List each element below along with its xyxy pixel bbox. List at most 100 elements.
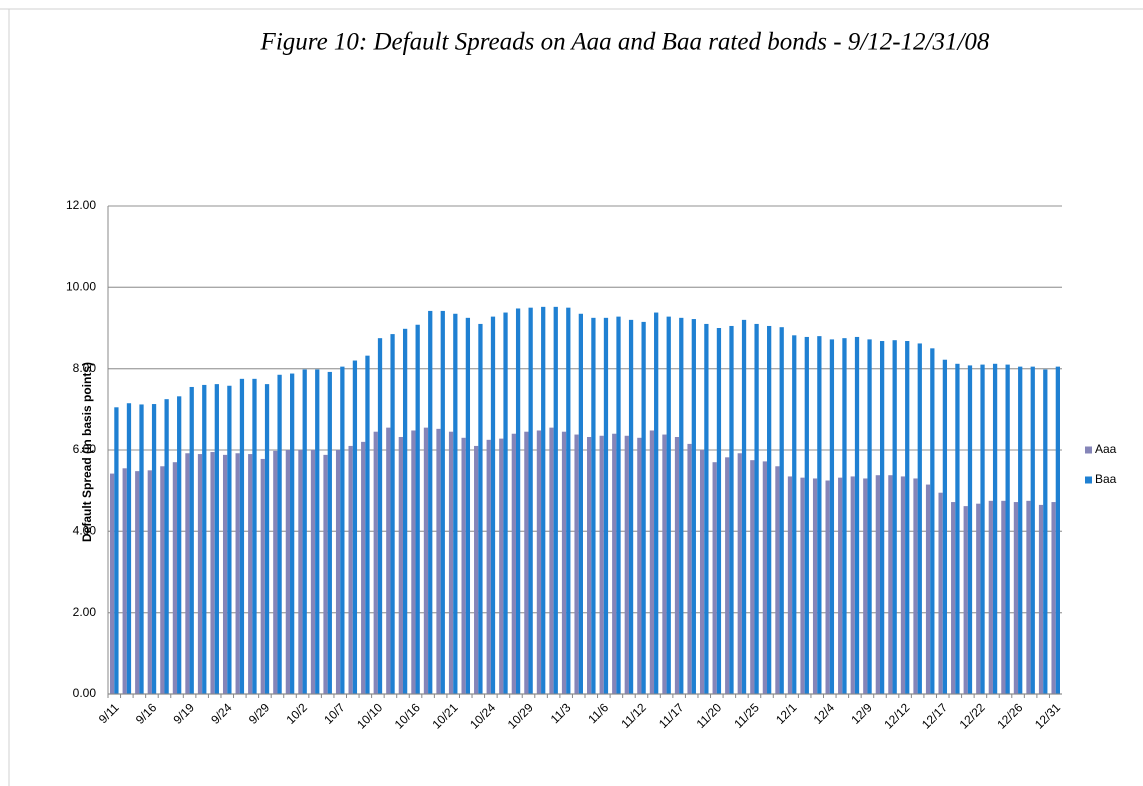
bar (980, 364, 985, 694)
bar (1030, 366, 1035, 694)
bar (624, 435, 629, 694)
bar (114, 407, 119, 694)
x-tick-label: 12/12 (881, 700, 912, 731)
bar (812, 478, 818, 694)
x-tick-label: 11/25 (731, 700, 762, 731)
bar (160, 466, 165, 694)
x-tick-label: 9/29 (246, 700, 273, 727)
bar (900, 476, 906, 694)
bar (390, 334, 395, 694)
bar (147, 470, 152, 694)
bar (386, 427, 391, 694)
bar (227, 385, 232, 694)
chart-title: Figure 10: Default Spreads on Aaa and Ba… (260, 29, 990, 56)
bar (649, 430, 655, 694)
bar (222, 454, 228, 694)
bar (704, 323, 709, 694)
x-tick-label: 12/4 (811, 700, 838, 727)
bar (298, 450, 303, 694)
bar (448, 431, 454, 694)
legend-label: Baa (1095, 472, 1117, 486)
bar (202, 384, 207, 694)
bar (850, 476, 855, 694)
bar (867, 339, 872, 694)
bar (239, 378, 245, 694)
bar (616, 316, 621, 694)
bar (662, 434, 667, 694)
bar (825, 480, 830, 694)
bar (641, 321, 646, 694)
bar (930, 348, 935, 694)
bar (515, 308, 521, 694)
y-tick-label: 0.00 (73, 686, 97, 700)
bar (699, 450, 705, 694)
bar (1018, 366, 1023, 694)
x-tick-label: 10/7 (321, 700, 348, 727)
bar (503, 312, 508, 694)
bar (235, 453, 240, 694)
bar (264, 384, 270, 694)
x-tick-label: 10/16 (392, 700, 423, 731)
bar (177, 396, 182, 694)
bar (666, 316, 671, 694)
x-tick-label: 9/24 (208, 700, 235, 727)
bar (126, 403, 132, 694)
x-tick-label: 10/10 (354, 700, 385, 731)
bar (691, 319, 696, 694)
bar (260, 458, 265, 694)
bar (348, 445, 353, 694)
bar (716, 328, 722, 694)
x-tick-label: 11/20 (694, 700, 725, 731)
bar (290, 373, 295, 694)
bar (967, 365, 973, 694)
x-tick-label: 11/3 (548, 700, 574, 726)
bar (792, 335, 797, 694)
bar (210, 452, 215, 694)
bar (323, 454, 328, 694)
legend-label: Aaa (1095, 442, 1117, 456)
bar (440, 310, 445, 694)
bar (511, 433, 516, 694)
x-tick-label: 10/21 (429, 700, 460, 731)
bar (135, 471, 140, 694)
bar (725, 457, 730, 694)
y-axis-label: Default Spread (in basis points) (80, 362, 94, 542)
bar (591, 317, 596, 694)
bar (273, 450, 278, 694)
bar (524, 431, 529, 694)
bar (1013, 502, 1019, 694)
bar (528, 307, 533, 694)
bar (741, 319, 747, 694)
bar (373, 431, 378, 694)
bar (361, 441, 366, 694)
bar (122, 468, 127, 694)
bar (327, 371, 332, 694)
bar (942, 359, 948, 694)
bar (976, 503, 981, 694)
bar (499, 438, 504, 694)
bar (1005, 364, 1010, 694)
bar (151, 404, 157, 694)
bar (612, 433, 617, 694)
bar (566, 307, 571, 694)
bar (892, 340, 897, 694)
bar (925, 484, 931, 694)
bar (189, 386, 194, 694)
bar (490, 316, 496, 694)
bar (863, 478, 868, 694)
bar (398, 436, 403, 694)
legend-swatch (1085, 476, 1092, 484)
bar (879, 341, 885, 694)
bar (637, 437, 642, 694)
bar (729, 325, 734, 694)
bar (214, 384, 219, 694)
bar (164, 399, 169, 694)
bar (352, 360, 358, 694)
bar (185, 453, 190, 694)
y-tick-label: 2.00 (73, 605, 97, 619)
bar (536, 430, 542, 694)
bar (779, 327, 784, 694)
x-tick-label: 9/19 (171, 700, 198, 727)
bar (285, 450, 291, 694)
bar (248, 454, 253, 694)
